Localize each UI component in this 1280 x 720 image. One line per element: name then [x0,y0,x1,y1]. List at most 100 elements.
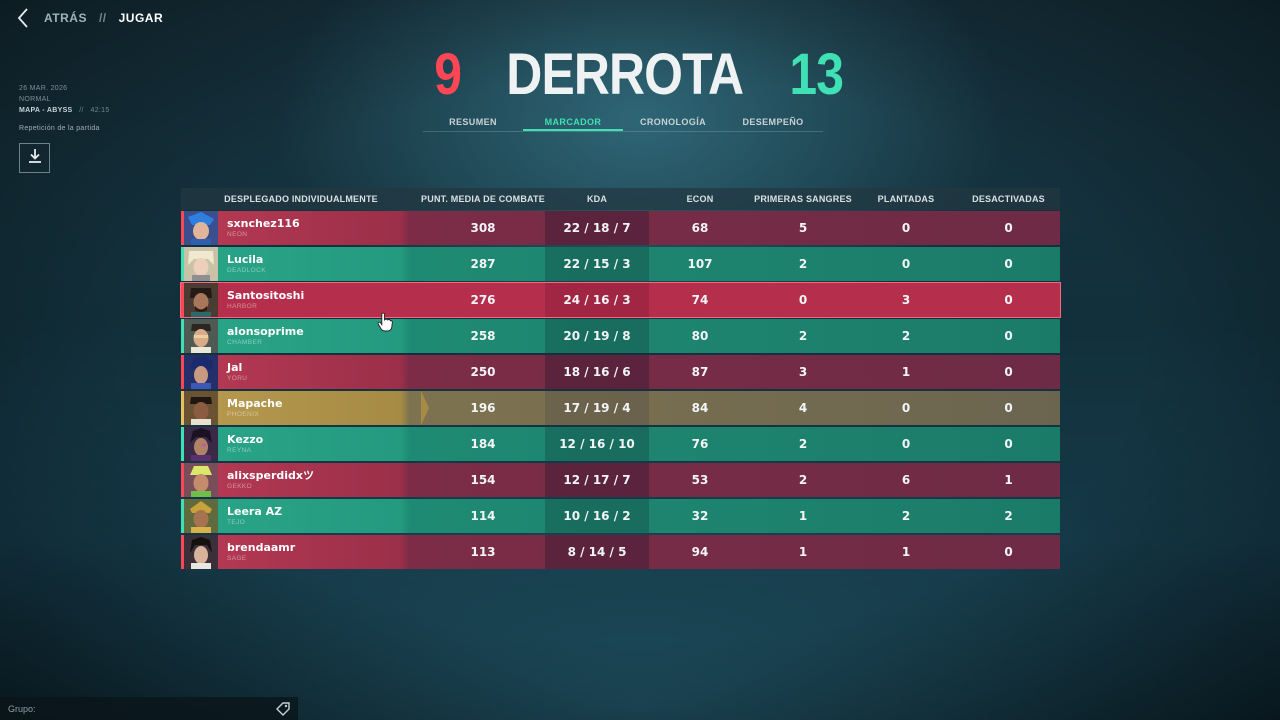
match-date: 26 MAR. 2026 [19,85,68,92]
player-name: Jal [227,361,243,374]
plants-value: 3 [901,293,911,307]
tab-cronologia[interactable]: CRONOLOGÍA [640,117,706,127]
first-bloods-value: 0 [798,293,808,307]
defuses-value: 2 [1004,509,1013,523]
self-row-arrow [421,391,429,425]
defuses-value: 0 [1004,401,1013,415]
tab-desempeno[interactable]: DESEMPEÑO [742,117,804,127]
kda-value: 22 / 15 / 3 [545,247,649,281]
table-row[interactable]: sxnchez116 NEON 308 22 / 18 / 7 68 5 0 0 [181,211,1060,245]
table-row[interactable]: Leera AZ TEJO 114 10 / 16 / 2 32 1 2 2 [181,499,1060,533]
player-name: Mapache [227,397,283,410]
acs-value: 196 [470,401,496,415]
agent-portrait-neon [184,211,218,245]
team-stripe [181,535,184,569]
player-cell: sxnchez116 NEON [181,211,421,245]
agent-name: SAGE [227,555,247,562]
table-row[interactable]: brendaamr SAGE 113 8 / 14 / 5 94 1 1 0 [181,535,1060,569]
econ-value: 68 [691,221,709,235]
kda-value: 17 / 19 / 4 [545,391,649,425]
agent-portrait-phoenix [184,391,218,425]
team-stripe [181,319,184,353]
col-header-acs[interactable]: PUNT. MEDIA DE COMBATE [421,194,545,204]
col-header-first-bloods[interactable]: PRIMERAS SANGRES [754,194,852,204]
player-cell: Santositoshi HARBOR [181,283,421,317]
team-stripe [181,283,184,317]
econ-value: 107 [687,257,713,271]
econ-value: 87 [691,365,709,379]
tab-marcador[interactable]: MARCADOR [523,114,623,131]
agent-name: TEJO [227,519,246,526]
plants-value: 0 [901,257,911,271]
player-name: Kezzo [227,433,264,446]
agent-portrait-sage [184,535,218,569]
tag-icon[interactable] [274,700,292,718]
table-row[interactable]: Kezzo REYNA 184 12 / 16 / 10 76 2 0 0 [181,427,1060,461]
col-header-player[interactable]: DESPLEGADO INDIVIDUALMENTE [224,194,378,204]
col-header-kda[interactable]: KDA [586,194,608,204]
player-cell: Mapache PHOENIX [181,391,421,425]
col-header-defuses[interactable]: DESACTIVADAS [972,194,1045,204]
acs-value: 308 [470,221,496,235]
defuses-value: 0 [1004,293,1013,307]
acs-value: 276 [470,293,496,307]
acs-value: 258 [470,329,496,343]
match-separator: // [75,107,89,114]
defuses-value: 0 [1004,545,1013,559]
acs-value: 113 [470,545,496,559]
defuses-value: 0 [1004,329,1013,343]
kda-value: 12 / 16 / 10 [545,427,649,461]
table-row[interactable]: Santositoshi HARBOR 276 24 / 16 / 3 74 0 … [180,282,1061,318]
player-cell: alonsoprime CHAMBER [181,319,421,353]
defuses-value: 0 [1004,437,1013,451]
scoreboard-header: DESPLEGADO INDIVIDUALMENTE PUNT. MEDIA D… [181,188,1060,210]
first-bloods-value: 2 [798,437,808,451]
back-link[interactable]: ATRÁS [44,11,87,25]
party-chat-bar[interactable]: Grupo: [0,697,298,720]
first-bloods-value: 4 [798,401,808,415]
defuses-value: 0 [1004,365,1013,379]
player-name: Santositoshi [227,289,305,302]
player-name: alonsoprime [227,325,304,338]
plants-value: 2 [901,329,911,343]
table-row[interactable]: Lucila DEADLOCK 287 22 / 15 / 3 107 2 0 0 [181,247,1060,281]
tab-resumen[interactable]: RESUMEN [449,117,497,127]
acs-value: 114 [470,509,496,523]
scoreboard: DESPLEGADO INDIVIDUALMENTE PUNT. MEDIA D… [180,188,1061,571]
table-row-self[interactable]: Mapache PHOENIX 196 17 / 19 / 4 84 4 0 0 [181,391,1060,425]
acs-value: 184 [470,437,496,451]
table-row[interactable]: Jal YORU 250 18 / 16 / 6 87 3 1 0 [181,355,1060,389]
player-cell: brendaamr SAGE [181,535,421,569]
player-cell: Jal YORU [181,355,421,389]
agent-name: YORU [227,375,248,382]
col-header-econ[interactable]: ECON [686,194,714,204]
econ-value: 32 [691,509,709,523]
chevron-left-icon[interactable] [12,6,34,30]
player-cell: Lucila DEADLOCK [181,247,421,281]
chat-label: Grupo: [8,703,36,714]
col-header-plants[interactable]: PLANTADAS [877,194,935,204]
player-cell: Leera AZ TEJO [181,499,421,533]
table-row[interactable]: alixsperdidxツ GEKKO 154 12 / 17 / 7 53 2 … [181,463,1060,497]
match-map-line: MAPA - ABYSS // 42:15 [19,105,110,116]
econ-value: 94 [691,545,709,559]
team-stripe [181,391,184,425]
econ-value: 74 [691,293,709,307]
acs-value: 250 [470,365,496,379]
first-bloods-value: 2 [798,329,808,343]
download-replay-button[interactable] [19,143,50,173]
first-bloods-value: 5 [798,221,808,235]
plants-value: 6 [901,473,911,487]
agent-name: NEON [227,231,248,238]
team-stripe [181,211,184,245]
first-bloods-value: 3 [798,365,808,379]
defuses-value: 0 [1004,257,1013,271]
match-tabs: RESUMEN MARCADOR CRONOLOGÍA DESEMPEÑO [423,114,823,132]
plants-value: 1 [901,365,911,379]
match-info: 26 MAR. 2026 NORMAL MAPA - ABYSS // 42:1… [19,83,110,134]
replay-label: Repetición de la partida [19,125,100,132]
agent-portrait-tejo [184,499,218,533]
plants-value: 0 [901,221,911,235]
breadcrumb-current[interactable]: JUGAR [118,11,164,25]
table-row[interactable]: alonsoprime CHAMBER 258 20 / 19 / 8 80 2 … [181,319,1060,353]
